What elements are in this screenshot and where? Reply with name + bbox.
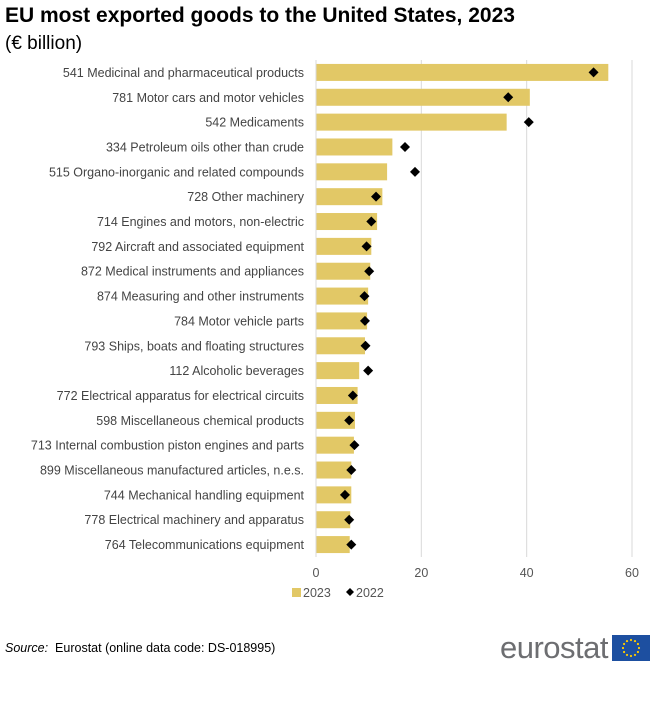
category-label: 781 Motor cars and motor vehicles <box>112 91 304 105</box>
x-tick-label: 20 <box>414 566 428 580</box>
legend-marker-2022 <box>346 588 354 596</box>
chart-subtitle: (€ billion) <box>5 33 83 54</box>
flag-star <box>629 638 633 642</box>
category-label: 784 Motor vehicle parts <box>174 314 304 328</box>
legend-label-2023: 2023 <box>303 586 331 600</box>
bar-2023 <box>316 163 388 181</box>
x-tick-label: 0 <box>313 566 320 580</box>
bar-2023 <box>316 436 354 454</box>
marker-2022 <box>346 539 357 550</box>
marker-2022 <box>359 315 370 326</box>
bar-2023 <box>316 362 360 380</box>
marker-2022 <box>363 365 374 376</box>
category-label: 515 Organo-inorganic and related compoun… <box>49 165 304 179</box>
marker-2022 <box>364 266 375 277</box>
marker-2022 <box>359 291 370 302</box>
bar-2023 <box>316 138 393 156</box>
flag-star <box>633 639 637 643</box>
bar-2023 <box>316 511 351 529</box>
logo-text: eurostat <box>500 630 609 665</box>
category-label: 793 Ships, boats and floating structures <box>84 339 304 353</box>
flag-star <box>637 646 641 650</box>
bar-2023 <box>316 113 507 131</box>
category-label: 874 Measuring and other instruments <box>97 290 304 304</box>
marker-2022 <box>344 415 355 426</box>
category-label: 764 Telecommunications equipment <box>105 538 305 552</box>
bar-2023 <box>316 287 369 305</box>
bar-2023 <box>316 411 355 429</box>
marker-2022 <box>523 117 534 128</box>
category-label: 542 Medicaments <box>205 116 304 130</box>
marker-2022 <box>349 440 360 451</box>
legend-label-2022: 2022 <box>356 586 384 600</box>
category-label: 792 Aircraft and associated equipment <box>91 240 304 254</box>
x-tick-label: 60 <box>625 566 639 580</box>
chart-title: EU most exported goods to the United Sta… <box>5 4 515 27</box>
flag-star <box>625 653 629 657</box>
category-label: 899 Miscellaneous manufactured articles,… <box>40 464 304 478</box>
category-label: 334 Petroleum oils other than crude <box>106 140 304 154</box>
marker-2022 <box>400 141 411 152</box>
marker-2022 <box>366 216 377 227</box>
marker-2022 <box>346 465 357 476</box>
source-text: Eurostat (online data code: DS-018995) <box>55 641 276 655</box>
category-label: 772 Electrical apparatus for electrical … <box>57 389 304 403</box>
bar-2023 <box>316 312 368 330</box>
bar-2023 <box>316 486 352 504</box>
marker-2022 <box>588 67 599 78</box>
source-label: Source: <box>5 641 49 655</box>
category-label: 598 Miscellaneous chemical products <box>96 414 304 428</box>
flag-star <box>622 642 626 646</box>
marker-2022 <box>344 514 355 525</box>
bar-2023 <box>316 461 352 479</box>
bar-2023 <box>316 337 365 355</box>
marker-2022 <box>371 191 382 202</box>
marker-2022 <box>503 92 514 103</box>
bar-2023 <box>316 213 378 231</box>
flag-star <box>625 639 629 643</box>
category-label: 112 Alcoholic beverages <box>169 364 304 378</box>
marker-2022 <box>339 489 350 500</box>
bar-2023 <box>316 237 372 255</box>
category-label: 541 Medicinal and pharmaceutical product… <box>63 66 304 80</box>
flag-star <box>622 650 626 654</box>
source-note: Source: Eurostat (online data code: DS-0… <box>5 641 275 655</box>
legend-swatch-2023 <box>292 588 301 597</box>
flag-star <box>636 642 640 646</box>
category-label: 714 Engines and motors, non-electric <box>97 215 304 229</box>
bar-2023 <box>316 386 358 404</box>
marker-2022 <box>410 166 421 177</box>
category-label: 713 Internal combustion piston engines a… <box>31 439 304 453</box>
category-label: 744 Mechanical handling equipment <box>104 488 305 502</box>
bar-2023 <box>316 188 383 206</box>
flag-star <box>629 654 633 658</box>
flag-star <box>621 646 625 650</box>
flag-star <box>633 653 637 657</box>
flag-star <box>636 650 640 654</box>
marker-2022 <box>361 241 372 252</box>
eu-flag-icon <box>612 635 651 661</box>
eurostat-logo: eurostat <box>500 630 651 666</box>
x-tick-label: 40 <box>520 566 534 580</box>
bar-2023 <box>316 63 609 81</box>
category-label: 728 Other machinery <box>187 190 304 204</box>
category-label: 872 Medical instruments and appliances <box>81 265 304 279</box>
bar-2023 <box>316 88 530 106</box>
marker-2022 <box>347 390 358 401</box>
bar-2023 <box>316 536 350 554</box>
marker-2022 <box>360 340 371 351</box>
bar-2023 <box>316 262 371 280</box>
category-label: 778 Electrical machinery and apparatus <box>84 513 304 527</box>
